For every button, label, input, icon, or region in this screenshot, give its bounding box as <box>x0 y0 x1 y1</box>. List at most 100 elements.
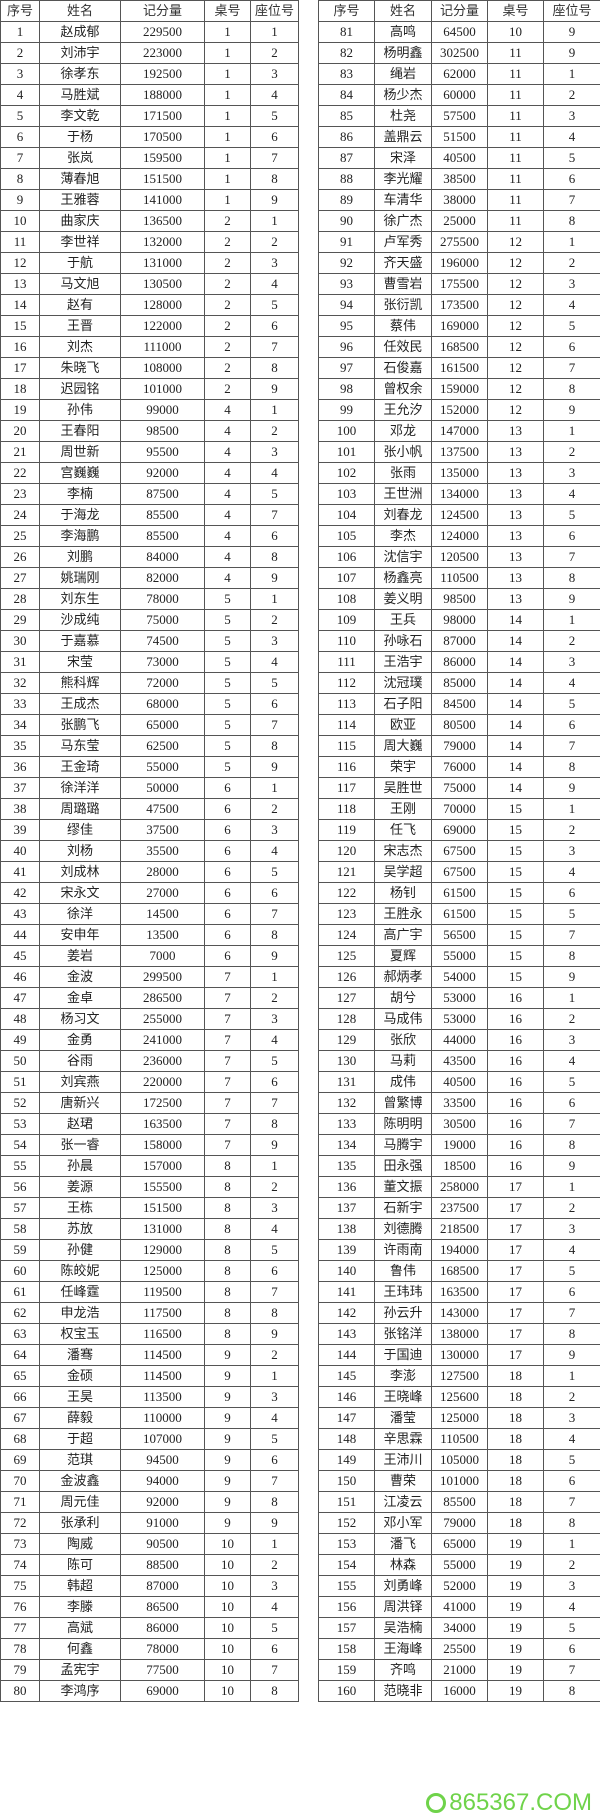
cell-score: 75000 <box>431 777 488 799</box>
cell-name: 王金琦 <box>39 756 121 778</box>
cell-seat: 4 <box>543 1596 600 1618</box>
cell-index: 37 <box>0 777 40 799</box>
cell-score: 116500 <box>120 1323 205 1345</box>
cell-index: 12 <box>0 252 40 274</box>
table-row: 54 张一睿 158000 7 9 <box>0 1134 299 1156</box>
cell-index: 95 <box>318 315 375 337</box>
cell-seat: 6 <box>250 1071 299 1093</box>
cell-seat: 9 <box>250 567 299 589</box>
cell-name: 辛思霖 <box>374 1428 432 1450</box>
cell-seat: 2 <box>543 819 600 841</box>
cell-score: 143000 <box>431 1302 488 1324</box>
cell-seat: 7 <box>250 336 299 358</box>
table-row: 103 王世洲 134000 13 4 <box>318 483 600 505</box>
cell-index: 91 <box>318 231 375 253</box>
header-index: 序号 <box>318 0 375 22</box>
table-row: 18 迟园铭 101000 2 9 <box>0 378 299 400</box>
cell-seat: 7 <box>543 357 600 379</box>
cell-name: 潘骞 <box>39 1344 121 1366</box>
table-row: 19 孙伟 99000 4 1 <box>0 399 299 421</box>
cell-name: 李澎 <box>374 1365 432 1387</box>
cell-name: 刘成林 <box>39 861 121 883</box>
cell-index: 32 <box>0 672 40 694</box>
cell-name: 李杰 <box>374 525 432 547</box>
table-row: 123 王胜永 61500 15 5 <box>318 903 600 925</box>
cell-name: 申龙浩 <box>39 1302 121 1324</box>
table-row: 22 宫巍巍 92000 4 4 <box>0 462 299 484</box>
cell-table: 12 <box>487 252 544 274</box>
cell-table: 14 <box>487 735 544 757</box>
cell-seat: 1 <box>543 798 600 820</box>
cell-seat: 6 <box>543 1470 600 1492</box>
table-header-row: 序号 姓名 记分量 桌号 座位号 <box>0 0 299 22</box>
cell-index: 60 <box>0 1260 40 1282</box>
cell-score: 302500 <box>431 42 488 64</box>
table-row: 29 沙成纯 75000 5 2 <box>0 609 299 631</box>
cell-index: 157 <box>318 1617 375 1639</box>
table-row: 101 张小帆 137500 13 2 <box>318 441 600 463</box>
cell-score: 65000 <box>431 1533 488 1555</box>
cell-index: 33 <box>0 693 40 715</box>
cell-name: 高斌 <box>39 1617 121 1639</box>
cell-table: 6 <box>204 945 251 967</box>
cell-table: 17 <box>487 1176 544 1198</box>
cell-score: 7000 <box>120 945 205 967</box>
cell-seat: 7 <box>250 147 299 169</box>
cell-seat: 7 <box>543 546 600 568</box>
cell-index: 155 <box>318 1575 375 1597</box>
cell-index: 3 <box>0 63 40 85</box>
cell-score: 85500 <box>120 504 205 526</box>
cell-index: 65 <box>0 1365 40 1387</box>
cell-score: 163500 <box>120 1113 205 1135</box>
cell-score: 82000 <box>120 567 205 589</box>
cell-score: 152000 <box>431 399 488 421</box>
table-row: 77 高斌 86000 10 5 <box>0 1617 299 1639</box>
cell-score: 125000 <box>120 1260 205 1282</box>
cell-name: 张衍凯 <box>374 294 432 316</box>
cell-name: 于杨 <box>39 126 121 148</box>
cell-seat: 9 <box>250 1134 299 1156</box>
cell-index: 70 <box>0 1470 40 1492</box>
cell-name: 于国迪 <box>374 1344 432 1366</box>
cell-index: 39 <box>0 819 40 841</box>
cell-score: 80500 <box>431 714 488 736</box>
cell-name: 孙晨 <box>39 1155 121 1177</box>
table-row: 72 张承利 91000 9 9 <box>0 1512 299 1534</box>
cell-score: 28000 <box>120 861 205 883</box>
cell-index: 50 <box>0 1050 40 1072</box>
cell-seat: 5 <box>250 294 299 316</box>
cell-seat: 7 <box>543 1659 600 1681</box>
cell-index: 77 <box>0 1617 40 1639</box>
cell-table: 1 <box>204 126 251 148</box>
cell-index: 135 <box>318 1155 375 1177</box>
table-row: 75 韩超 87000 10 3 <box>0 1575 299 1597</box>
cell-index: 98 <box>318 378 375 400</box>
cell-table: 19 <box>487 1575 544 1597</box>
cell-score: 172500 <box>120 1092 205 1114</box>
cell-seat: 6 <box>543 1638 600 1660</box>
cell-score: 188000 <box>120 84 205 106</box>
table-row: 85 杜尧 57500 11 3 <box>318 105 600 127</box>
cell-name: 刘宾燕 <box>39 1071 121 1093</box>
table-row: 138 刘德腾 218500 17 3 <box>318 1218 600 1240</box>
cell-score: 130500 <box>120 273 205 295</box>
cell-score: 147000 <box>431 420 488 442</box>
cell-score: 13500 <box>120 924 205 946</box>
cell-table: 16 <box>487 1092 544 1114</box>
cell-score: 34000 <box>431 1617 488 1639</box>
table-row: 153 潘飞 65000 19 1 <box>318 1533 600 1555</box>
cell-table: 13 <box>487 567 544 589</box>
cell-name: 王沛川 <box>374 1449 432 1471</box>
table-row: 83 绳岩 62000 11 1 <box>318 63 600 85</box>
table-row: 66 王昊 113500 9 3 <box>0 1386 299 1408</box>
cell-index: 76 <box>0 1596 40 1618</box>
cell-seat: 6 <box>543 882 600 904</box>
cell-score: 67500 <box>431 840 488 862</box>
table-row: 17 朱晓飞 108000 2 8 <box>0 357 299 379</box>
cell-name: 朱晓飞 <box>39 357 121 379</box>
cell-name: 孙健 <box>39 1239 121 1261</box>
cell-index: 94 <box>318 294 375 316</box>
cell-seat: 8 <box>250 1491 299 1513</box>
table-row: 53 赵珺 163500 7 8 <box>0 1113 299 1135</box>
cell-seat: 6 <box>543 714 600 736</box>
